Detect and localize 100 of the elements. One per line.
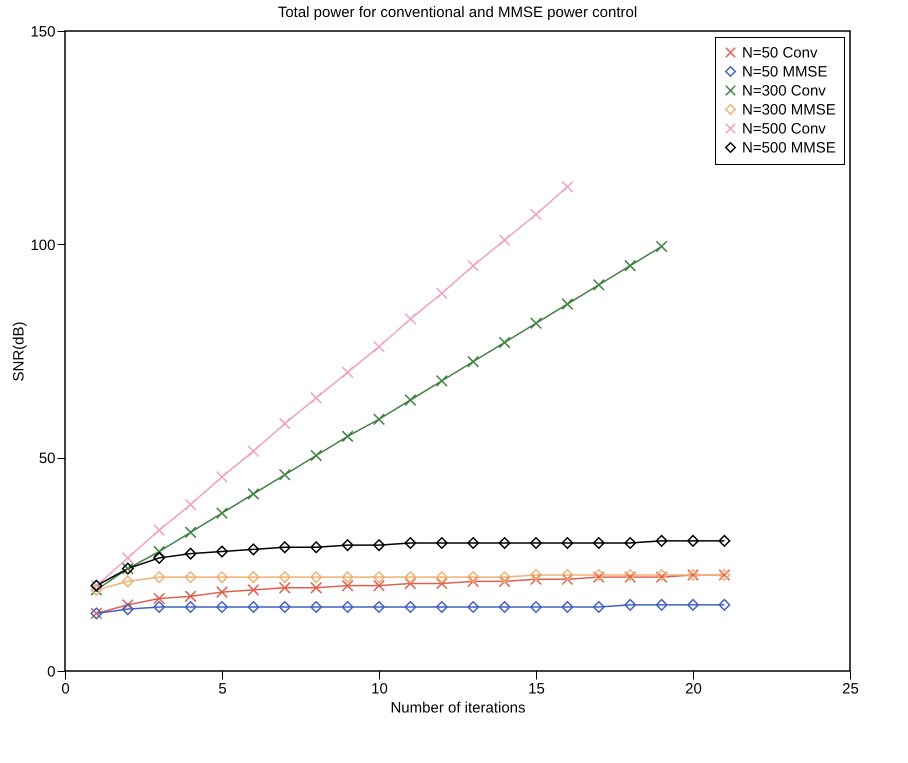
point bbox=[436, 287, 448, 300]
point bbox=[530, 537, 542, 549]
point bbox=[656, 598, 668, 611]
chart-title: Total power for conventional and MMSE power control bbox=[278, 4, 638, 21]
point bbox=[718, 598, 730, 611]
point bbox=[561, 573, 574, 586]
point bbox=[404, 578, 416, 590]
point bbox=[310, 541, 322, 554]
point bbox=[404, 537, 416, 549]
point bbox=[404, 571, 416, 584]
point bbox=[310, 601, 322, 613]
point bbox=[498, 575, 511, 588]
point bbox=[561, 537, 574, 549]
point bbox=[530, 569, 542, 581]
point bbox=[342, 571, 354, 584]
point bbox=[153, 571, 166, 584]
point bbox=[592, 537, 605, 549]
point bbox=[247, 571, 260, 584]
legend-label: N=500 Conv bbox=[742, 120, 826, 138]
point bbox=[561, 298, 574, 310]
point bbox=[498, 571, 511, 584]
point bbox=[278, 571, 291, 584]
legend-label: N=50 Conv bbox=[742, 44, 818, 62]
point bbox=[247, 488, 260, 500]
point bbox=[153, 592, 166, 604]
y-tick-label: 100 bbox=[30, 236, 56, 254]
point bbox=[436, 374, 448, 387]
point bbox=[467, 356, 480, 368]
point bbox=[216, 586, 228, 598]
point bbox=[467, 575, 480, 588]
point bbox=[656, 569, 668, 581]
point bbox=[310, 392, 322, 404]
point bbox=[122, 603, 134, 616]
point bbox=[436, 571, 448, 584]
point bbox=[592, 601, 605, 613]
point bbox=[498, 537, 511, 549]
x-tick-label: 15 bbox=[528, 680, 545, 698]
point bbox=[310, 450, 322, 462]
point bbox=[247, 445, 260, 458]
point bbox=[687, 534, 699, 547]
point bbox=[624, 569, 636, 581]
point bbox=[656, 571, 668, 584]
point bbox=[278, 541, 291, 554]
point bbox=[467, 537, 480, 549]
point bbox=[530, 573, 542, 586]
point bbox=[153, 601, 166, 613]
point bbox=[404, 313, 416, 325]
point bbox=[530, 208, 542, 220]
point bbox=[216, 601, 228, 613]
point bbox=[373, 539, 385, 552]
point bbox=[184, 498, 197, 511]
point bbox=[216, 546, 228, 558]
point bbox=[278, 582, 291, 594]
point bbox=[247, 584, 260, 596]
point bbox=[342, 539, 354, 552]
point bbox=[373, 571, 385, 584]
point bbox=[561, 180, 574, 193]
point bbox=[247, 543, 260, 556]
point bbox=[592, 569, 605, 581]
point bbox=[184, 590, 197, 602]
point bbox=[373, 340, 385, 353]
point bbox=[216, 571, 228, 584]
point bbox=[498, 601, 511, 613]
point bbox=[153, 546, 166, 558]
point bbox=[624, 537, 636, 549]
x-tick-label: 5 bbox=[218, 680, 227, 698]
point bbox=[184, 526, 197, 538]
point bbox=[498, 336, 511, 348]
y-tick-label: 0 bbox=[47, 664, 56, 680]
point bbox=[342, 601, 354, 613]
legend-label: N=500 MMSE bbox=[742, 140, 836, 156]
point bbox=[122, 598, 134, 611]
point bbox=[122, 575, 134, 588]
legend-label: N=50 MMSE bbox=[742, 64, 828, 80]
point bbox=[718, 534, 730, 547]
point bbox=[184, 548, 197, 560]
point bbox=[436, 601, 448, 613]
legend-label: N=300 Conv bbox=[742, 82, 826, 100]
point bbox=[530, 601, 542, 613]
point bbox=[373, 601, 385, 613]
point bbox=[436, 537, 448, 549]
point bbox=[687, 598, 699, 611]
point bbox=[153, 552, 166, 564]
x-tick-label: 20 bbox=[685, 680, 702, 698]
point bbox=[592, 278, 605, 291]
point bbox=[278, 468, 291, 481]
point bbox=[310, 571, 322, 584]
point bbox=[122, 552, 134, 564]
x-tick-label: 10 bbox=[371, 680, 388, 698]
point bbox=[310, 582, 322, 594]
y-tick-label: 150 bbox=[30, 24, 56, 40]
point bbox=[342, 580, 354, 592]
point bbox=[561, 601, 574, 613]
point bbox=[436, 578, 448, 590]
point bbox=[656, 534, 668, 547]
point bbox=[404, 394, 416, 406]
x-tick-label: 0 bbox=[61, 680, 70, 698]
point bbox=[216, 507, 228, 520]
point bbox=[561, 569, 574, 581]
point bbox=[467, 260, 480, 272]
